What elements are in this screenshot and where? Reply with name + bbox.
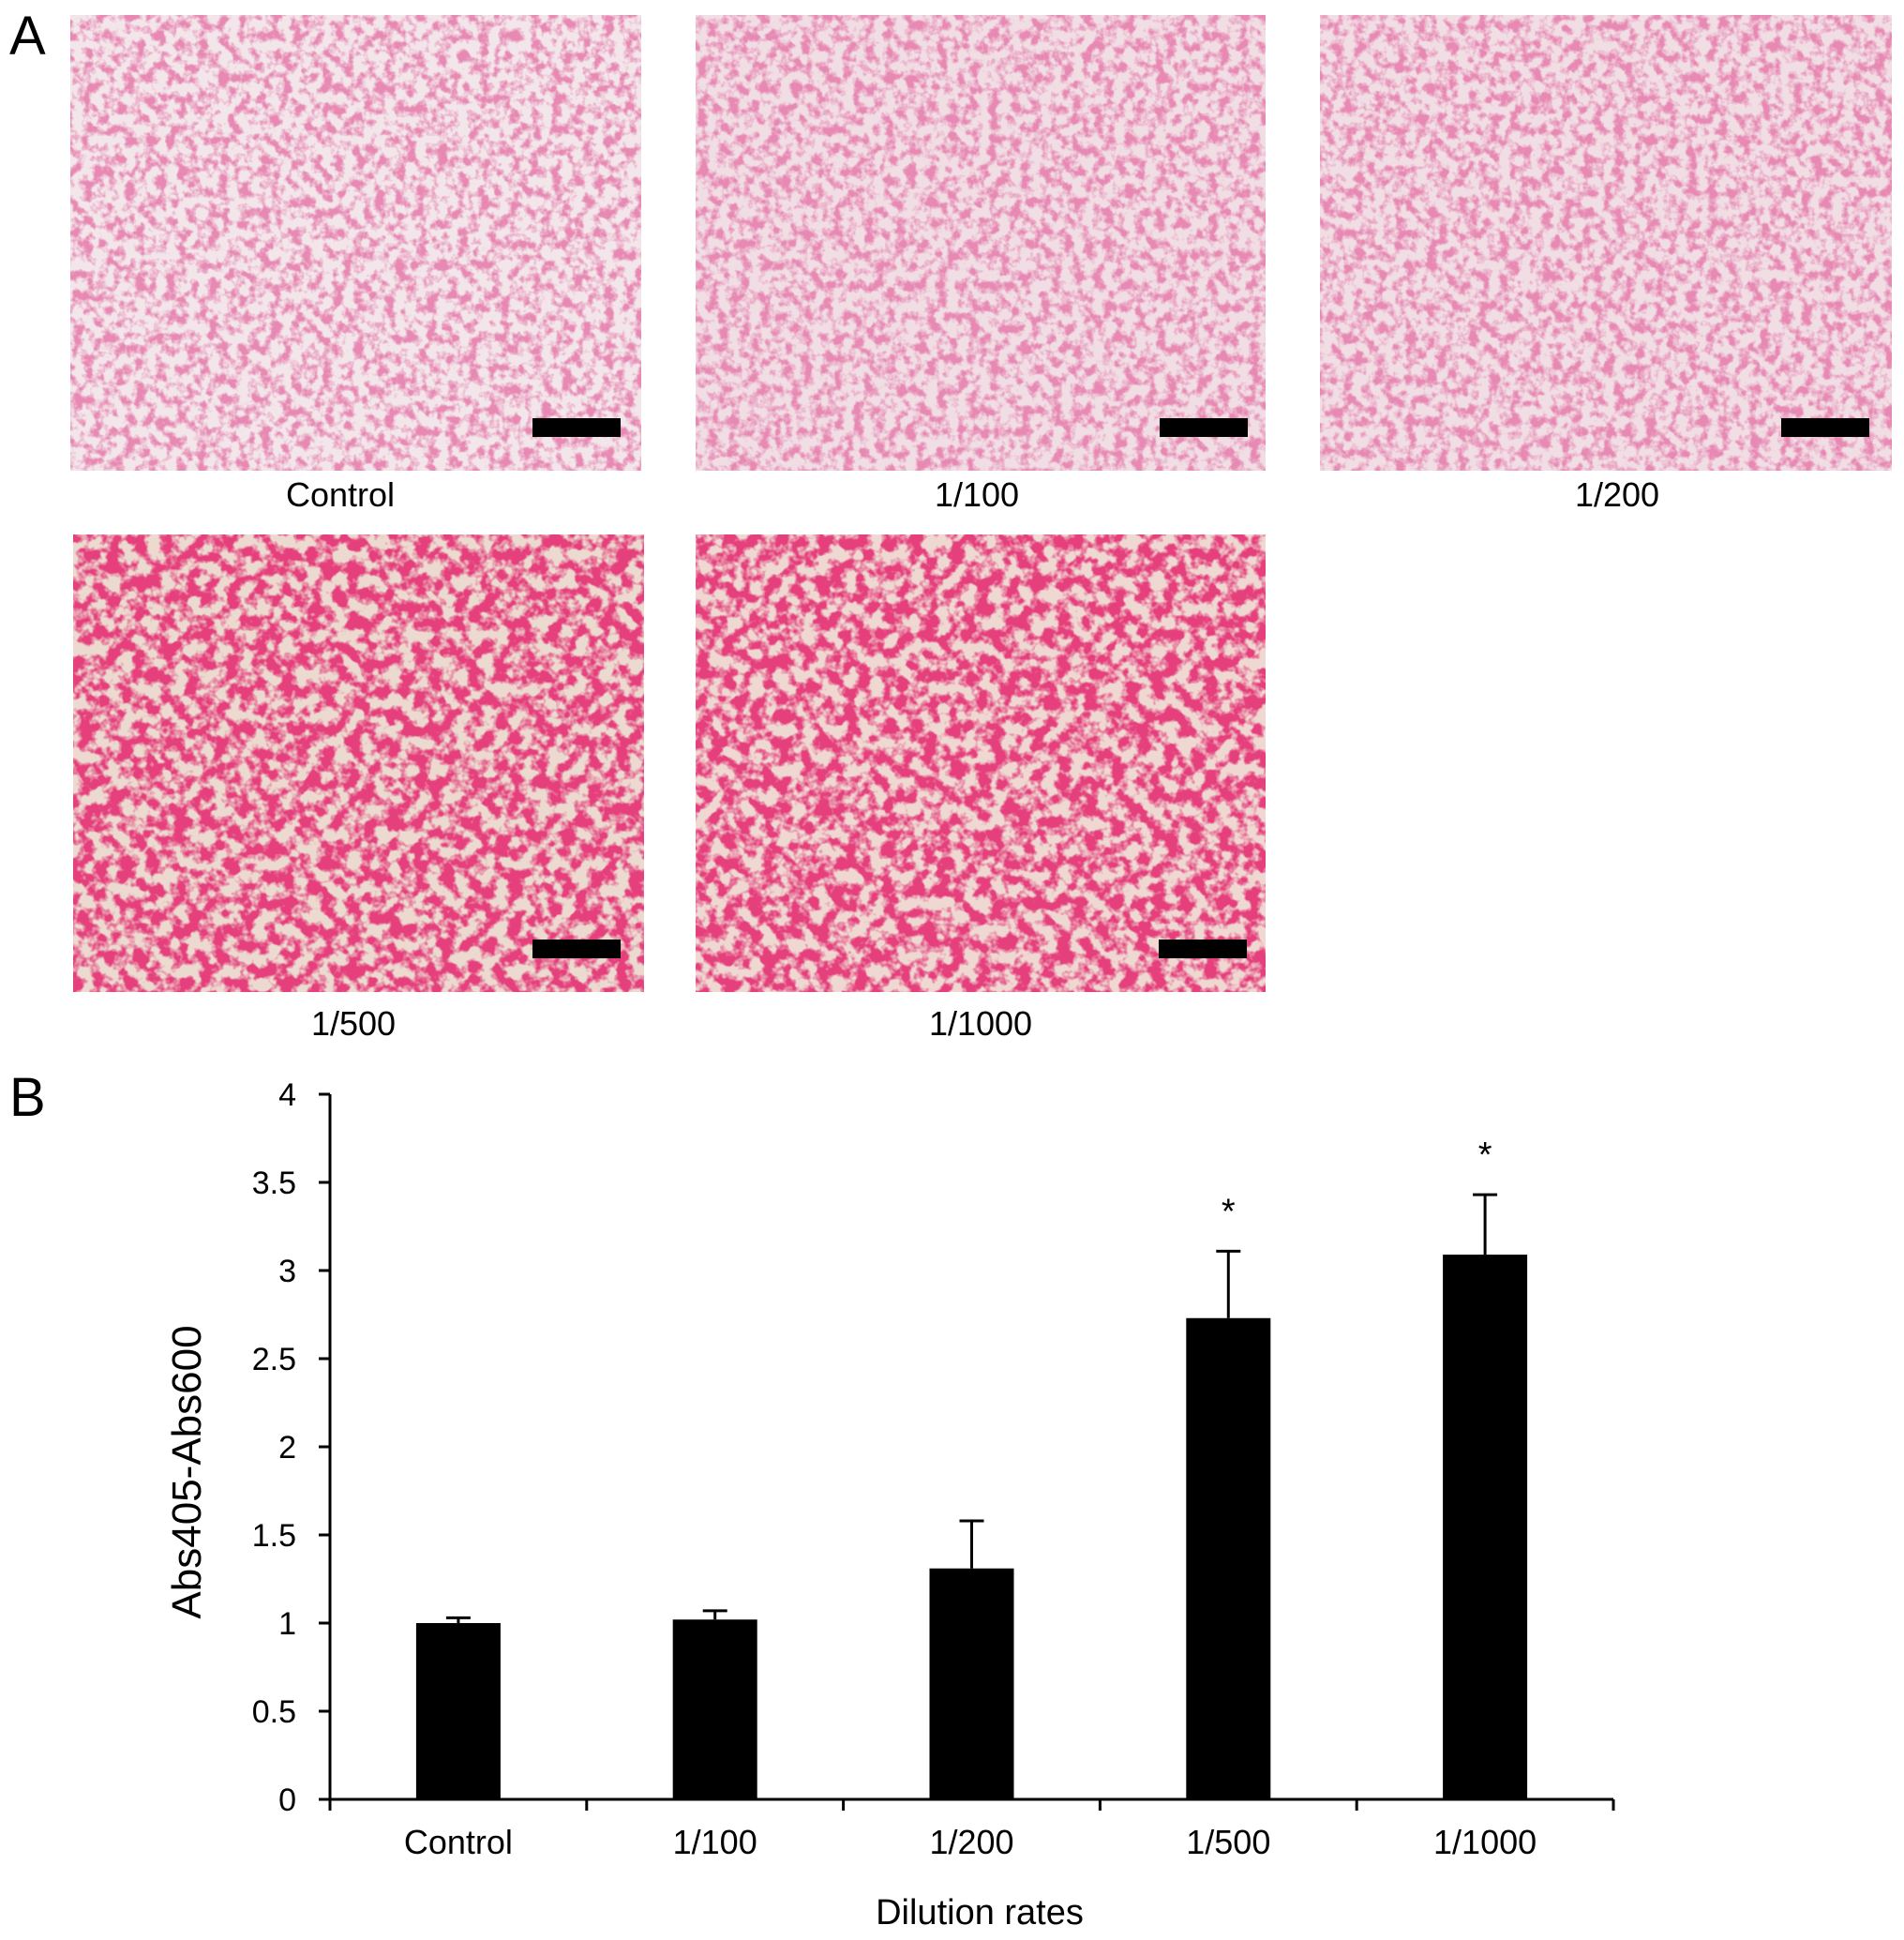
y-tick-label: 1 xyxy=(278,1606,296,1642)
y-tick-label: 3.5 xyxy=(252,1166,296,1201)
significance-mark: * xyxy=(1222,1192,1236,1231)
panel-label: B xyxy=(9,1067,46,1128)
bar xyxy=(929,1568,1014,1799)
caption: 1/500 xyxy=(311,1004,396,1043)
micrograph xyxy=(1320,15,1892,471)
significance-mark: * xyxy=(1478,1135,1492,1175)
caption: 1/200 xyxy=(1575,475,1659,514)
caption: Control xyxy=(286,475,395,514)
x-axis-label: Dilution rates xyxy=(876,1893,1084,1932)
y-tick-label: 4 xyxy=(278,1077,296,1113)
x-tick-label: Control xyxy=(404,1823,513,1861)
bar xyxy=(1443,1255,1528,1799)
caption: 1/100 xyxy=(935,475,1019,514)
y-axis-label: Abs405-Abs600 xyxy=(164,1325,210,1618)
y-tick-label: 3 xyxy=(278,1254,296,1289)
x-tick-label: 1/1000 xyxy=(1433,1823,1537,1861)
bar xyxy=(415,1623,501,1799)
micrograph xyxy=(696,15,1266,471)
y-tick-label: 2 xyxy=(278,1430,296,1466)
y-tick-label: 0 xyxy=(278,1782,296,1818)
chart: Dilution rates Abs405-Abs600 0 0.5 1 1.5 2 2.… xyxy=(164,1077,1615,1932)
bar xyxy=(1186,1317,1271,1799)
x-tick-label: 1/100 xyxy=(673,1823,757,1861)
y-tick-label: 2.5 xyxy=(252,1342,296,1377)
micrograph xyxy=(696,534,1266,992)
x-tick-label: 1/200 xyxy=(929,1823,1013,1861)
x-tick-label: 1/500 xyxy=(1186,1823,1270,1861)
micrograph xyxy=(70,15,641,471)
y-tick-label: 0.5 xyxy=(252,1694,296,1730)
bar xyxy=(672,1619,757,1799)
y-tick-label: 1.5 xyxy=(252,1518,296,1554)
caption: 1/1000 xyxy=(929,1004,1032,1043)
panel-label: A xyxy=(9,6,46,67)
micrograph xyxy=(73,534,644,992)
